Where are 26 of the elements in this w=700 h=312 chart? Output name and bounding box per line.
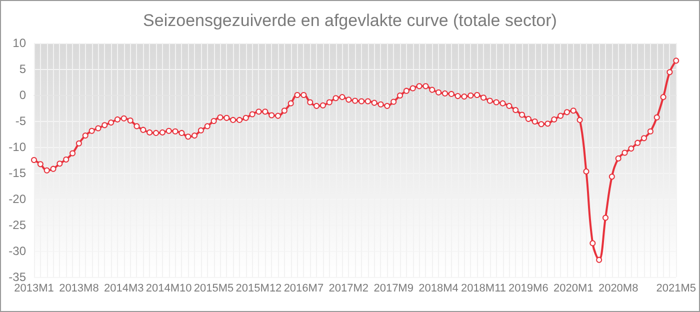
y-tick-label: -5 [15,114,26,128]
y-tick-label: 10 [12,36,26,50]
y-tick-label: -20 [8,192,26,206]
x-tick-label: 2017M2 [328,282,369,294]
x-tick-label: 2014M3 [104,282,144,294]
y-tick-label: -15 [8,166,26,180]
x-tick-label: 2017M9 [374,282,414,294]
x-tick-label: 2013M8 [59,282,99,294]
x-tick-label: 2018M11 [460,282,506,294]
x-tick-label: 2016M7 [284,282,324,294]
chart-title: Seizoensgezuiverde en afgevlakte curve (totale sector) [143,11,557,30]
x-tick-label: 2015M12 [236,282,282,294]
x-tick-label: 2021M5 [656,282,696,294]
y-tick-label: -25 [8,218,26,232]
x-tick-label: 2015M5 [194,282,234,294]
x-tick-label: 2013M1 [14,282,54,294]
x-tick-label: 2020M8 [598,282,638,294]
x-tick-label: 2020M1 [554,282,594,294]
y-tick-label: 5 [19,62,26,76]
y-tick-label: 0 [19,88,26,102]
x-tick-label: 2018M4 [418,282,458,294]
x-tick-label: 2019M6 [508,282,548,294]
y-tick-label: -10 [8,140,26,154]
y-tick-label: -35 [8,270,26,284]
y-tick-label: -30 [8,244,26,258]
x-tick-label: 2014M10 [146,282,192,294]
